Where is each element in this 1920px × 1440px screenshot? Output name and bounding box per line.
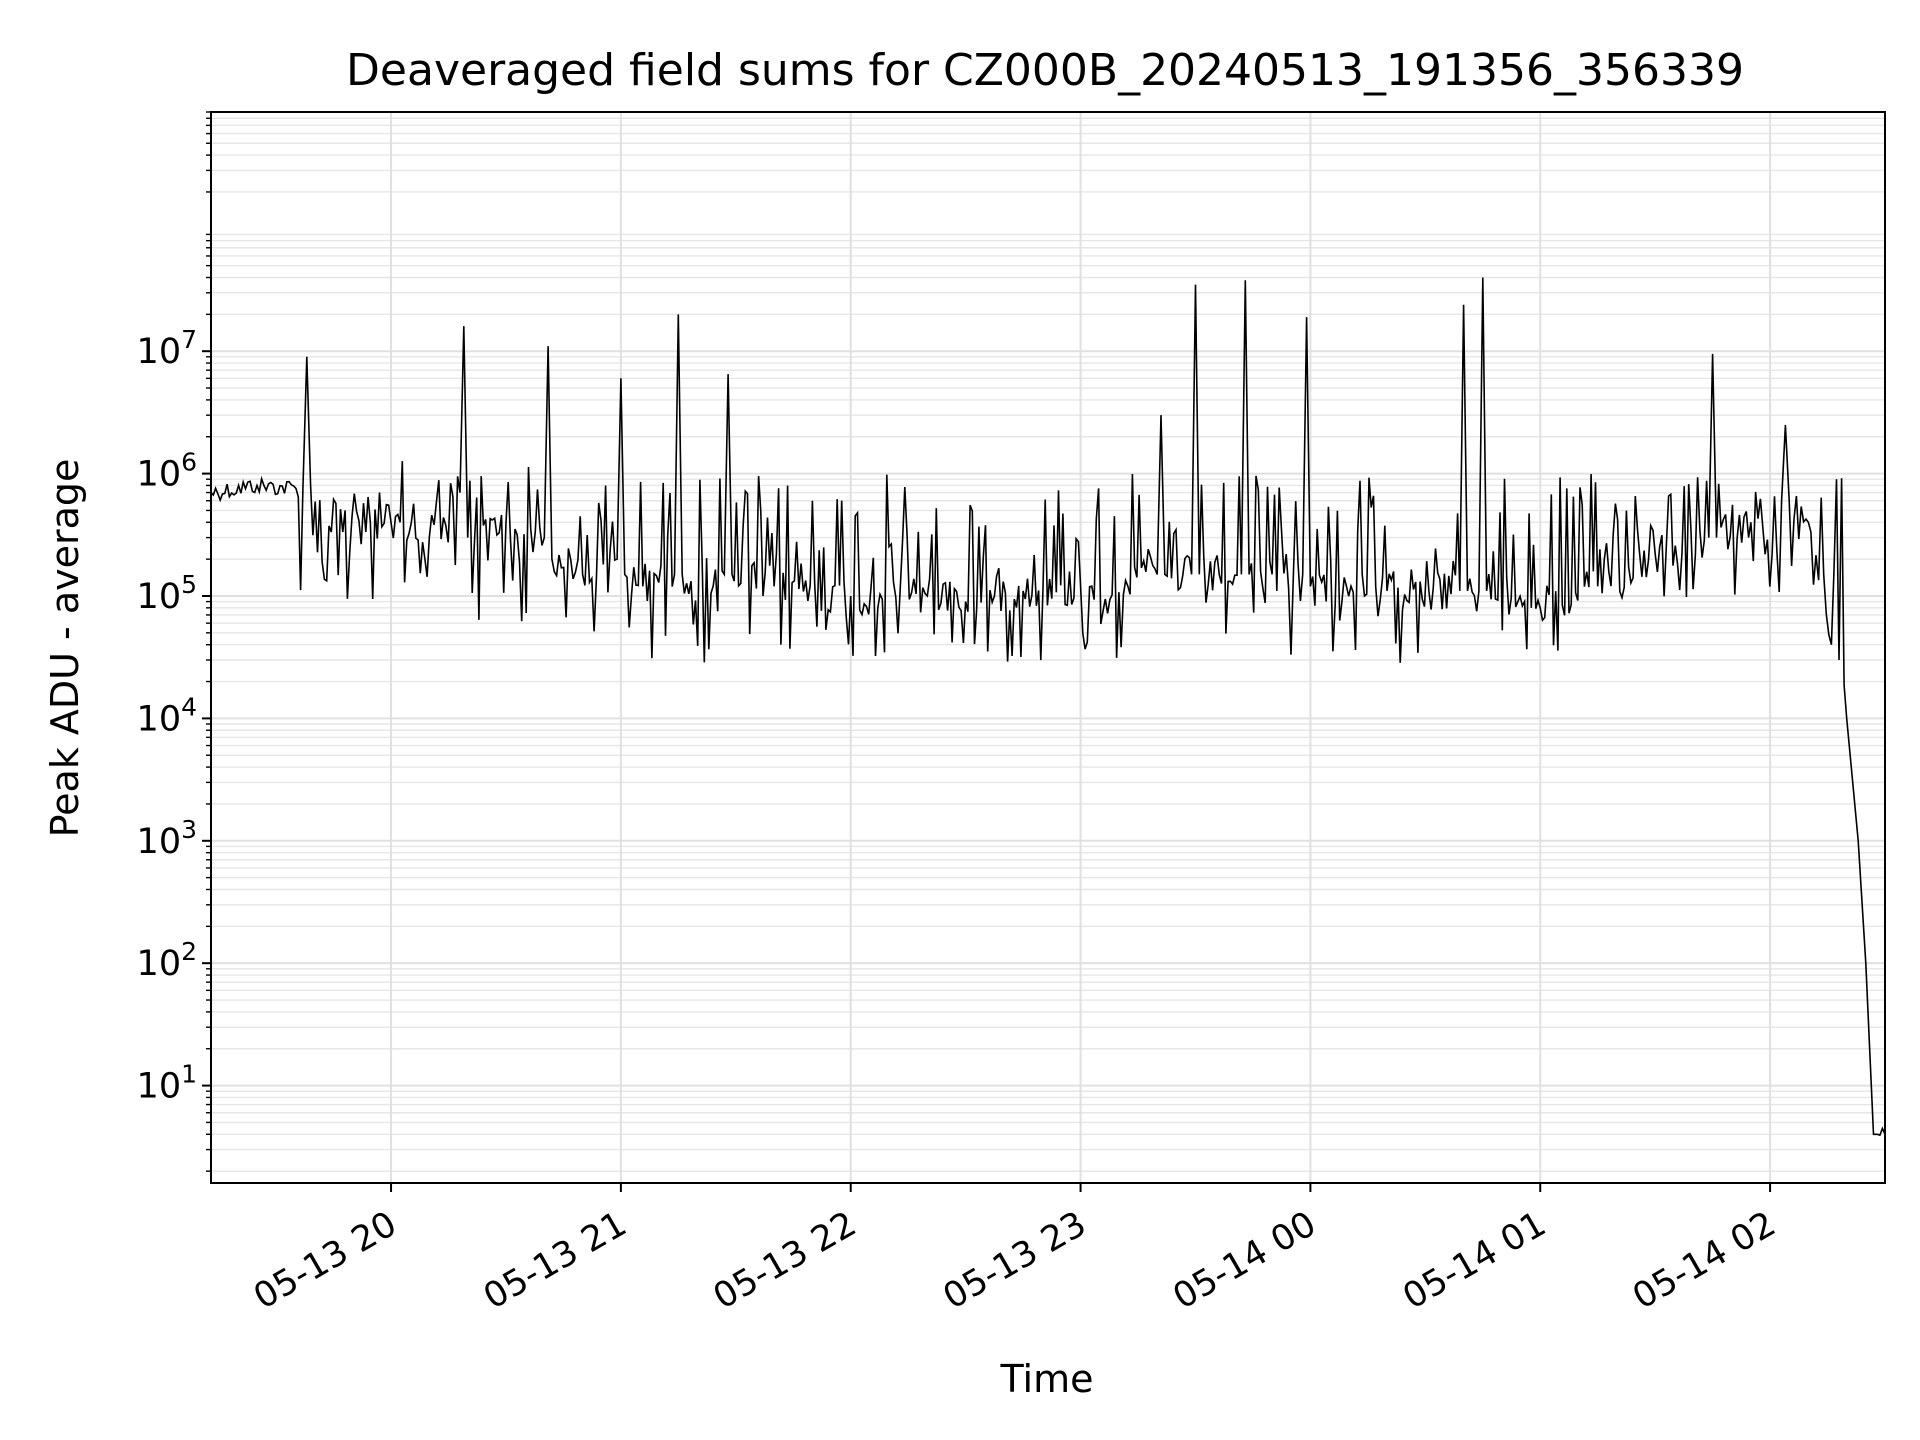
x-tick-label: 05-13 21 [477,1204,633,1317]
y-axis: 101 102 103 104 105 106 107 [137,325,211,1107]
x-tick-label: 05-13 20 [247,1204,403,1317]
x-tick-label: 05-14 02 [1626,1204,1782,1317]
x-tick-label: 05-13 23 [937,1204,1093,1317]
chart-title: Deaveraged field sums for CZ000B_2024051… [346,45,1744,96]
y-axis-label: Peak ADU - average [43,459,87,838]
y-tick-label: 106 [137,448,197,495]
x-tick-label: 05-14 01 [1396,1204,1552,1317]
y-tick-label: 105 [137,570,197,617]
y-tick-label: 101 [137,1060,197,1107]
series-line [210,277,1886,1137]
x-tick-label: 05-14 00 [1167,1204,1323,1317]
y-tick-label: 107 [137,325,197,372]
major-gridlines [211,112,1885,1183]
x-axis-label: Time [1000,1357,1094,1401]
minor-gridlines [206,111,1885,1172]
x-tick-label: 05-13 22 [707,1204,863,1317]
y-tick-label: 102 [137,937,197,984]
y-tick-label: 103 [137,815,197,862]
plot-frame [210,111,1886,1184]
x-axis: 05-13 20 05-13 21 05-13 22 05-13 23 05-14 00… [247,1183,1783,1317]
y-tick-label: 104 [137,692,197,739]
